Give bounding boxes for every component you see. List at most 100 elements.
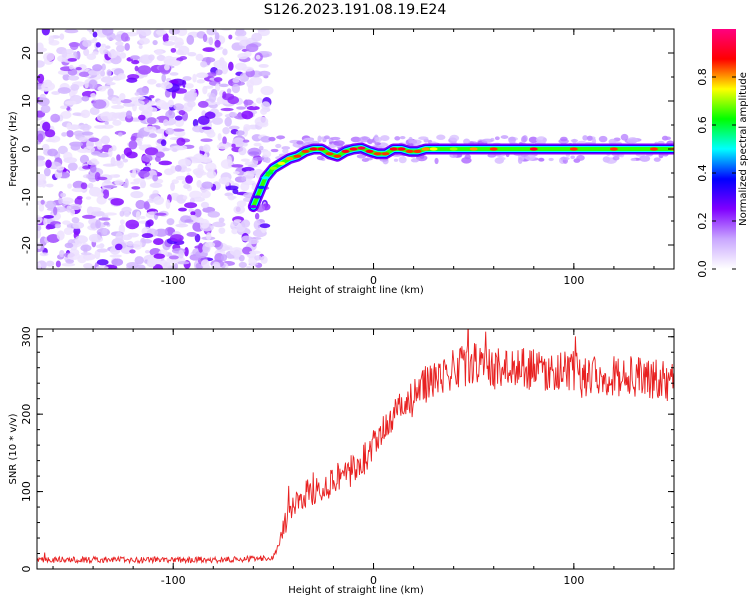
- y-tick-label: -20: [20, 236, 33, 254]
- noise-blob: [43, 167, 51, 177]
- x-tick-label: 0: [370, 274, 377, 287]
- noise-blob: [240, 158, 250, 162]
- noise-blob: [153, 253, 166, 259]
- noise-blob: [260, 108, 268, 115]
- noise-blob: [61, 262, 76, 267]
- noise-blob: [178, 207, 187, 212]
- noise-blob: [80, 109, 91, 119]
- noise-blob: [225, 185, 239, 191]
- x-tick-label: -100: [161, 274, 186, 287]
- halo-blob: [408, 136, 413, 144]
- noise-blob: [158, 160, 172, 166]
- noise-blob: [85, 196, 92, 200]
- halo-blob: [264, 157, 271, 164]
- noise-blob: [202, 33, 208, 43]
- noise-blob: [37, 159, 46, 167]
- noise-blob: [161, 73, 166, 83]
- spectrogram-y-label: Frequency (Hz): [8, 111, 19, 187]
- colorbar-tick-label: 0.4: [696, 164, 709, 182]
- ridge-point: [421, 147, 430, 151]
- noise-blob: [125, 219, 140, 230]
- noise-blob: [225, 176, 230, 187]
- noise-blob: [72, 221, 85, 229]
- noise-blob: [93, 212, 105, 216]
- noise-blob: [45, 159, 52, 169]
- noise-blob: [147, 78, 157, 85]
- noise-blob: [233, 205, 246, 215]
- y-tick-label: 20: [20, 46, 33, 60]
- noise-blob: [61, 132, 68, 137]
- halo-blob: [302, 137, 314, 143]
- noise-blob: [182, 195, 188, 200]
- ridge-point: [257, 185, 266, 189]
- noise-blob: [54, 223, 61, 229]
- noise-blob: [105, 45, 111, 49]
- noise-blob: [143, 201, 150, 210]
- ridge-point: [249, 205, 258, 209]
- noise-blob: [155, 151, 165, 158]
- noise-blob: [248, 164, 258, 168]
- halo-blob: [333, 140, 345, 146]
- ridge-band: [250, 145, 674, 210]
- noise-blob: [186, 232, 198, 237]
- noise-blob: [119, 92, 126, 101]
- ridge-point: [389, 147, 398, 151]
- noise-blob: [37, 262, 42, 269]
- ridge-point: [489, 147, 498, 151]
- noise-blob: [204, 241, 216, 248]
- noise-blob: [66, 205, 72, 213]
- halo-blob: [365, 157, 373, 161]
- noise-blob: [87, 182, 94, 189]
- noise-blob: [38, 204, 45, 212]
- noise-blob: [137, 65, 152, 75]
- noise-blob: [80, 182, 88, 190]
- noise-blob: [201, 126, 212, 130]
- halo-blob: [639, 155, 651, 162]
- noise-blob: [67, 162, 78, 171]
- noise-blob: [222, 127, 230, 135]
- noise-blob: [241, 235, 252, 242]
- noise-blob: [187, 51, 197, 57]
- noise-blob: [218, 227, 226, 234]
- noise-blob: [215, 83, 221, 92]
- y-tick-label: 200: [20, 404, 33, 425]
- noise-blob: [96, 244, 102, 249]
- noise-blob: [106, 81, 116, 86]
- noise-blob: [45, 183, 54, 188]
- noise-blob: [95, 265, 109, 269]
- ridge-point: [397, 147, 406, 151]
- noise-blob: [248, 238, 259, 245]
- noise-blob: [68, 41, 80, 48]
- halo-blob: [592, 138, 597, 145]
- noise-blob: [102, 189, 110, 199]
- noise-blob: [121, 206, 132, 214]
- noise-blob: [77, 148, 90, 153]
- noise-blob: [115, 41, 124, 46]
- noise-blob: [81, 131, 94, 136]
- noise-blob: [192, 118, 199, 128]
- noise-blob: [130, 135, 137, 142]
- noise-blob: [146, 105, 154, 113]
- noise-blob: [71, 216, 80, 224]
- noise-blob: [90, 92, 96, 99]
- noise-blob: [227, 195, 235, 201]
- noise-blob: [146, 117, 157, 125]
- halo-blob: [374, 142, 381, 146]
- noise-blob: [200, 138, 213, 143]
- halo-blob: [253, 156, 265, 161]
- noise-blob: [42, 121, 51, 132]
- noise-blob: [102, 163, 117, 167]
- noise-blob: [98, 217, 111, 221]
- noise-blob: [200, 156, 212, 163]
- noise-blob: [196, 72, 209, 79]
- noise-blob: [258, 70, 271, 77]
- halo-blob: [496, 156, 506, 161]
- noise-blob: [43, 214, 54, 219]
- noise-blob: [84, 255, 91, 261]
- noise-blob: [44, 129, 56, 138]
- noise-blob: [193, 92, 198, 98]
- noise-blob: [63, 227, 74, 236]
- ridge-point: [317, 147, 326, 151]
- noise-blob: [37, 173, 47, 181]
- noise-blob: [198, 145, 204, 151]
